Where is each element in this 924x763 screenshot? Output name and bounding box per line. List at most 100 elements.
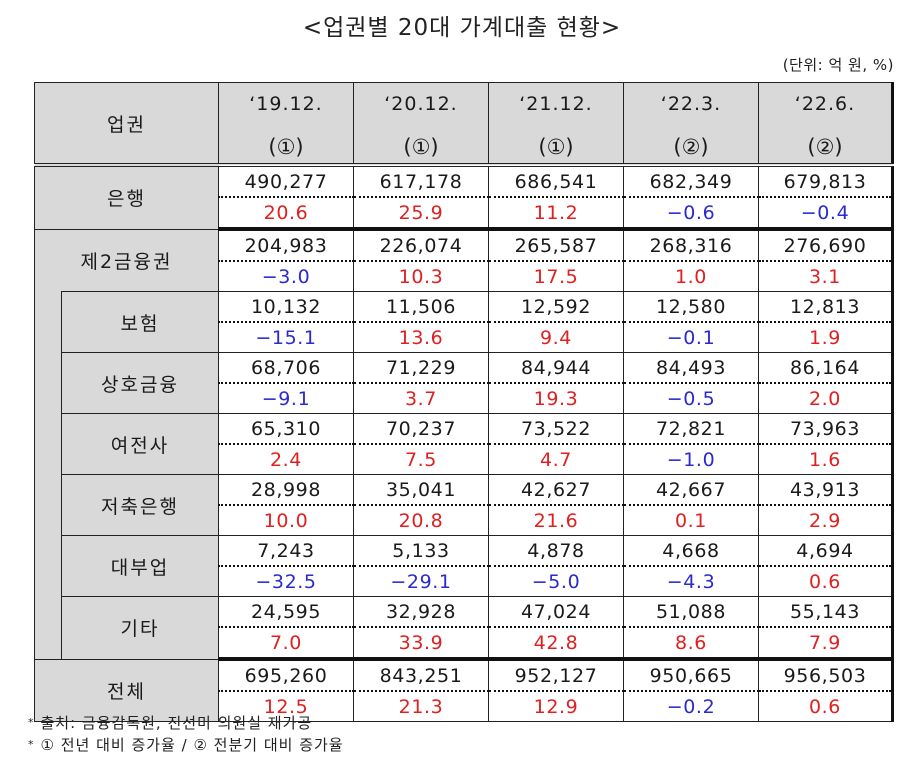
amount-cell: 268,316 — [623, 228, 759, 262]
amount-cell: 51,088 — [623, 596, 759, 628]
rate-cell: 8.6 — [623, 627, 759, 661]
amount-cell: 490,277 — [218, 164, 354, 198]
amount-cell: 686,541 — [488, 164, 624, 198]
amount-cell: 42,627 — [488, 474, 624, 506]
amount-cell: 695,260 — [218, 658, 354, 692]
rate-cell: 21.3 — [353, 691, 489, 722]
table-row: 은행 490,277 617,178 686,541 682,349 679,813 — [34, 164, 894, 230]
indent-spacer — [34, 596, 62, 659]
row-label-sub: 기타 — [61, 596, 219, 660]
amount-cell: 7,243 — [218, 535, 354, 567]
row-label: 제2금융권 — [34, 228, 219, 292]
indent-spacer — [34, 535, 62, 597]
rate-cell: −29.1 — [353, 566, 489, 597]
amount-cell: 28,998 — [218, 474, 354, 506]
table-row: 저축은행 28,998 35,041 42,627 42,667 43,913 — [34, 474, 894, 536]
amount-cell: 47,024 — [488, 596, 624, 628]
amount-cell: 73,522 — [488, 413, 624, 445]
amount-cell: 11,506 — [353, 291, 489, 323]
rate-cell: −5.0 — [488, 566, 624, 597]
row-label: 은행 — [34, 164, 219, 230]
rate-cell: 25.9 — [353, 197, 489, 231]
amount-cell: 956,503 — [758, 658, 894, 692]
footnote-source: * 출처: 금융감독원, 진선미 의원실 재가공 — [28, 714, 313, 732]
amount-cell: 68,706 — [218, 352, 354, 384]
table-row: 상호금융 68,706 71,229 84,944 84,493 86,164 — [34, 352, 894, 414]
rate-cell: 10.3 — [353, 261, 489, 292]
amount-cell: 617,178 — [353, 164, 489, 198]
row-label-sub: 저축은행 — [61, 474, 219, 536]
rate-cell: 2.0 — [758, 383, 894, 414]
rate-cell: −0.5 — [623, 383, 759, 414]
row-label: 전체 — [34, 658, 219, 722]
amount-cell: 84,493 — [623, 352, 759, 384]
footnote-legend: * ① 전년 대비 증가율 / ② 전분기 대비 증가율 — [28, 736, 344, 754]
table-row: 여전사 65,310 70,237 73,522 72,821 73,963 — [34, 413, 894, 475]
table-row: 보험 10,132 11,506 12,592 12,580 12,813 — [34, 291, 894, 353]
rate-cell: −1.0 — [623, 444, 759, 475]
rate-cell: 20.8 — [353, 505, 489, 536]
rate-cell: 2.9 — [758, 505, 894, 536]
amount-cell: 5,133 — [353, 535, 489, 567]
table-row-rate: 7.0 33.9 42.8 8.6 7.9 — [35, 627, 894, 661]
amount-cell: 86,164 — [758, 352, 894, 384]
rate-cell: 11.2 — [488, 197, 624, 231]
header-col-1: ‘20.12. (①) — [353, 82, 489, 167]
amount-cell: 226,074 — [353, 228, 489, 262]
amount-cell: 12,580 — [623, 291, 759, 323]
rate-cell: −0.4 — [758, 197, 894, 231]
indent-spacer — [34, 474, 62, 536]
row-label-sub: 대부업 — [61, 535, 219, 597]
household-loan-table: 업권 ‘19.12. (①) ‘20.12. (①) ‘21.12. (①) ‘22.… — [34, 82, 894, 722]
table-row: 대부업 7,243 5,133 4,878 4,668 4,694 — [34, 535, 894, 597]
rate-cell: 20.6 — [218, 197, 354, 231]
amount-cell: 265,587 — [488, 228, 624, 262]
rate-cell: 33.9 — [353, 627, 489, 661]
rate-cell: 12.5 — [218, 691, 354, 722]
rate-cell: 0.1 — [623, 505, 759, 536]
amount-cell: 55,143 — [758, 596, 894, 628]
table-title: <업권별 20대 가계대출 현황> — [302, 15, 622, 41]
rate-cell: −32.5 — [218, 566, 354, 597]
row-label-sub: 상호금융 — [61, 352, 219, 414]
amount-cell: 70,237 — [353, 413, 489, 445]
amount-cell: 276,690 — [758, 228, 894, 262]
amount-cell: 4,694 — [758, 535, 894, 567]
rate-cell: 0.6 — [758, 691, 894, 722]
rate-cell: 7.9 — [758, 627, 894, 661]
amount-cell: 952,127 — [488, 658, 624, 692]
table-row-rate: 12.5 21.3 12.9 −0.2 0.6 — [35, 691, 894, 722]
rate-cell: 1.9 — [758, 322, 894, 353]
table-row-rate: −9.1 3.7 19.3 −0.5 2.0 — [35, 383, 894, 414]
footnotes: * 출처: 금융감독원, 진선미 의원실 재가공 * ① 전년 대비 증가율 / ②… — [28, 712, 344, 756]
header-col-3: ‘22.3. (②) — [623, 82, 759, 167]
rate-cell: −15.1 — [218, 322, 354, 353]
amount-cell: 4,878 — [488, 535, 624, 567]
amount-cell: 71,229 — [353, 352, 489, 384]
amount-cell: 204,983 — [218, 228, 354, 262]
amount-cell: 35,041 — [353, 474, 489, 506]
amount-cell: 84,944 — [488, 352, 624, 384]
rate-cell: −4.3 — [623, 566, 759, 597]
rate-cell: −0.6 — [623, 197, 759, 231]
rate-cell: 21.6 — [488, 505, 624, 536]
indent-spacer — [34, 413, 62, 475]
rate-cell: 42.8 — [488, 627, 624, 661]
table-row-rate: −3.0 10.3 17.5 1.0 3.1 — [35, 261, 894, 292]
indent-spacer — [34, 291, 62, 353]
table-row-rate: −15.1 13.6 9.4 −0.1 1.9 — [35, 322, 894, 353]
amount-cell: 43,913 — [758, 474, 894, 506]
row-label-sub: 여전사 — [61, 413, 219, 475]
rate-cell: 0.6 — [758, 566, 894, 597]
rate-cell: 13.6 — [353, 322, 489, 353]
amount-cell: 72,821 — [623, 413, 759, 445]
amount-cell: 12,813 — [758, 291, 894, 323]
rate-cell: 12.9 — [488, 691, 624, 722]
rate-cell: −0.1 — [623, 322, 759, 353]
table-row: 제2금융권 204,983 226,074 265,587 268,316 276,690 — [34, 228, 894, 292]
rate-cell: 3.1 — [758, 261, 894, 292]
amount-cell: 843,251 — [353, 658, 489, 692]
amount-cell: 42,667 — [623, 474, 759, 506]
amount-cell: 4,668 — [623, 535, 759, 567]
row-label-sub: 보험 — [61, 291, 219, 353]
